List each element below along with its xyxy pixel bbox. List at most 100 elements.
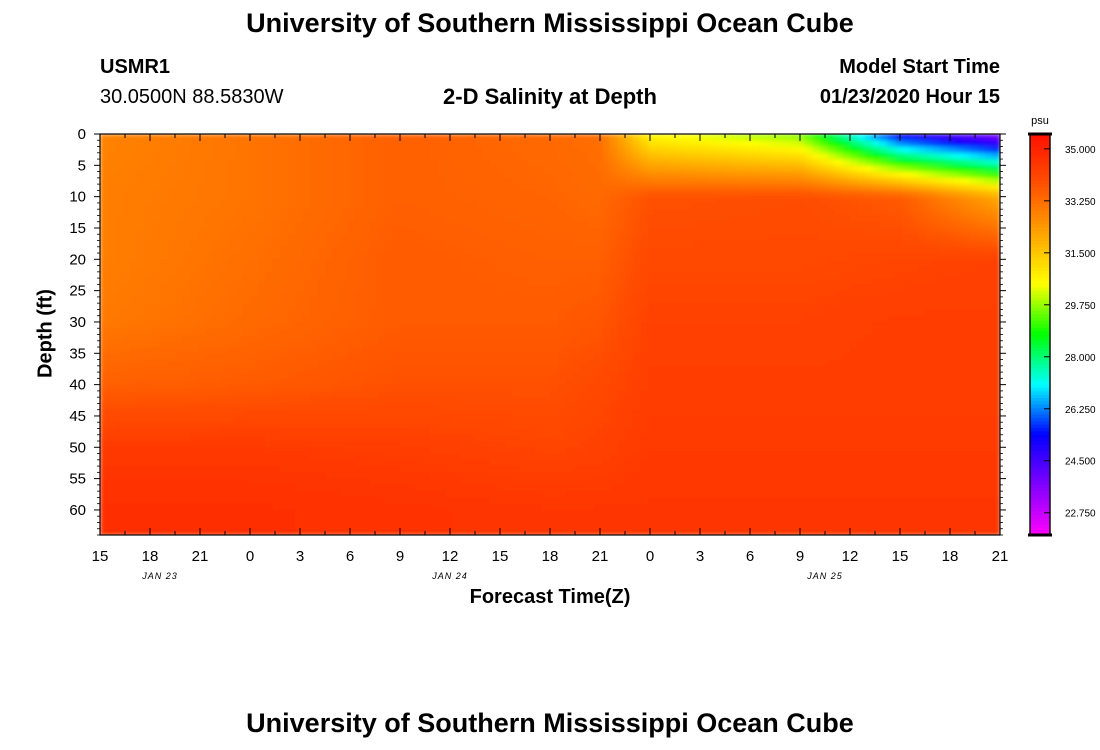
heatmap-cell [992, 303, 1000, 311]
heatmap-cell [347, 227, 356, 235]
heatmap-cell [752, 296, 761, 304]
heatmap-cell [145, 284, 154, 292]
heatmap-cell [970, 190, 979, 198]
heatmap-cell [122, 152, 131, 160]
heatmap-cell [460, 303, 469, 311]
heatmap-cell [535, 365, 544, 373]
heatmap-cell [827, 146, 836, 154]
heatmap-cell [482, 365, 491, 373]
heatmap-cell [137, 234, 146, 242]
heatmap-cell [895, 340, 904, 348]
heatmap-cell [152, 372, 161, 379]
heatmap-cell [752, 340, 761, 348]
heatmap-cell [880, 196, 889, 204]
heatmap-cell [272, 278, 281, 285]
heatmap-cell [535, 328, 544, 336]
heatmap-cell [977, 259, 986, 267]
heatmap-cell [775, 202, 784, 210]
heatmap-cell [250, 359, 259, 367]
heatmap-cell [970, 309, 979, 317]
heatmap-cell [700, 240, 709, 248]
heatmap-cell [820, 347, 829, 354]
heatmap-cell [460, 296, 469, 304]
heatmap-cell [572, 278, 581, 285]
heatmap-cell [145, 165, 154, 173]
heatmap-cell [805, 347, 814, 354]
heatmap-cell [445, 177, 454, 185]
heatmap-cell [947, 134, 956, 141]
heatmap-cell [947, 196, 956, 204]
heatmap-cell [422, 365, 431, 373]
heatmap-cell [137, 340, 146, 348]
heatmap-cell [175, 372, 184, 379]
heatmap-cell [617, 190, 626, 198]
heatmap-cell [857, 134, 866, 141]
heatmap-cell [745, 202, 754, 210]
heatmap-cell [340, 134, 349, 141]
heatmap-cell [992, 152, 1000, 160]
heatmap-cell [895, 359, 904, 367]
heatmap-cell [827, 290, 836, 298]
heatmap-cell [520, 378, 529, 386]
heatmap-cell [437, 271, 446, 279]
heatmap-cell [602, 146, 611, 154]
heatmap-cell [640, 253, 649, 260]
heatmap-cell [940, 202, 949, 210]
heatmap-cell [580, 347, 589, 354]
heatmap-cell [160, 303, 169, 311]
heatmap-cell [167, 184, 176, 191]
heatmap-cell [362, 340, 371, 348]
heatmap-cell [362, 278, 371, 285]
heatmap-cell [317, 246, 326, 254]
heatmap-cell [617, 159, 626, 166]
heatmap-cell [205, 365, 214, 373]
heatmap-cell [865, 315, 874, 323]
heatmap-cell [655, 328, 664, 336]
heatmap-cell [992, 309, 1000, 317]
heatmap-cell [242, 365, 251, 373]
heatmap-cell [752, 347, 761, 354]
heatmap-cell [377, 202, 386, 210]
heatmap-cell [655, 296, 664, 304]
heatmap-cell [647, 227, 656, 235]
heatmap-cell [625, 347, 634, 354]
heatmap-cell [460, 271, 469, 279]
heatmap-cell [835, 265, 844, 273]
heatmap-cell [362, 246, 371, 254]
heatmap-cell [490, 347, 499, 354]
heatmap-cell [505, 240, 514, 248]
heatmap-cell [842, 315, 851, 323]
heatmap-cell [145, 184, 154, 191]
heatmap-cell [197, 347, 206, 354]
heatmap-cell [152, 134, 161, 141]
heatmap-cell [992, 184, 1000, 191]
heatmap-cell [520, 190, 529, 198]
heatmap-cell [820, 240, 829, 248]
heatmap-cell [857, 152, 866, 160]
heatmap-cell [737, 353, 746, 361]
heatmap-cell [700, 284, 709, 292]
heatmap-cell [212, 353, 221, 361]
heatmap-cell [790, 234, 799, 242]
heatmap-cell [835, 328, 844, 336]
heatmap-cell [100, 309, 109, 317]
heatmap-cell [490, 134, 499, 141]
heatmap-cell [805, 253, 814, 260]
heatmap-cell [512, 215, 521, 223]
heatmap-cell [955, 227, 964, 235]
heatmap-cell [175, 177, 184, 185]
heatmap-cell [467, 284, 476, 292]
heatmap-cell [842, 321, 851, 329]
heatmap-cell [775, 271, 784, 279]
heatmap-cell [610, 184, 619, 191]
heatmap-cell [977, 146, 986, 154]
heatmap-cell [490, 296, 499, 304]
heatmap-cell [490, 303, 499, 311]
heatmap-cell [467, 347, 476, 354]
heatmap-cell [257, 347, 266, 354]
heatmap-cell [497, 334, 506, 342]
heatmap-cell [925, 165, 934, 173]
heatmap-cell [872, 234, 881, 242]
heatmap-cell [812, 359, 821, 367]
heatmap-cell [505, 265, 514, 273]
